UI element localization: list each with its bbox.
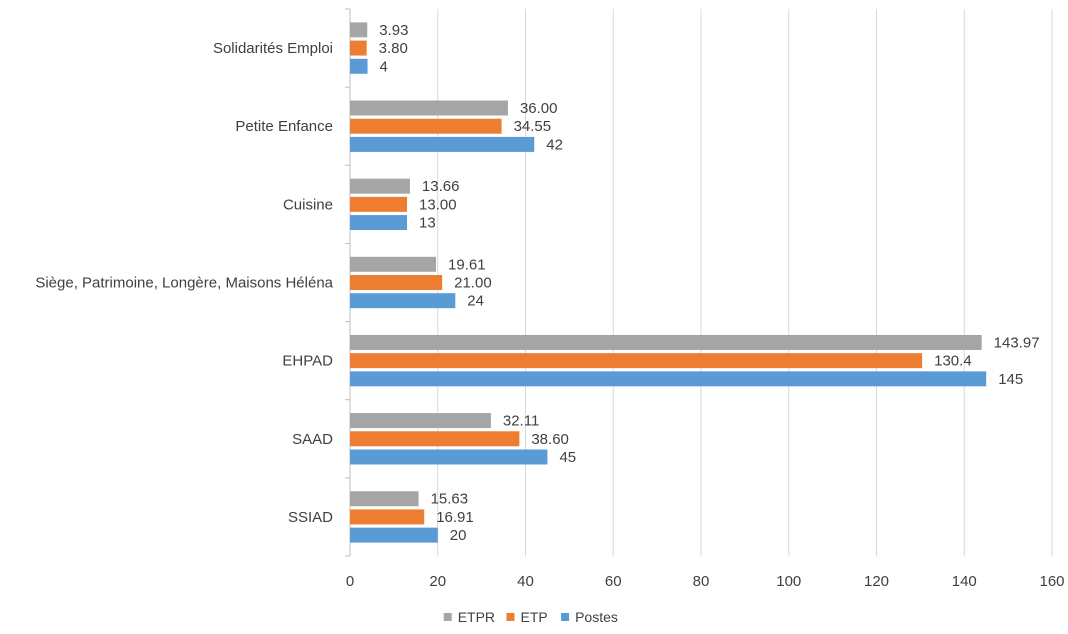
bar-etpr [350, 22, 367, 37]
data-label: 143.97 [994, 334, 1040, 351]
bar-etpr [350, 179, 410, 194]
x-tick-label: 140 [952, 573, 977, 590]
bar-etp [350, 197, 407, 212]
data-label: 4 [380, 58, 388, 75]
bar-etp [350, 41, 367, 56]
bar-postes [350, 293, 455, 308]
data-label: 38.60 [531, 431, 569, 448]
data-label: 19.61 [448, 256, 486, 273]
data-label: 3.93 [379, 22, 408, 39]
bar-postes [350, 215, 407, 230]
x-tick-label: 80 [693, 573, 710, 590]
data-label: 15.63 [431, 491, 469, 508]
data-label: 13.66 [422, 178, 460, 195]
data-label: 36.00 [520, 100, 558, 117]
legend-label-etp: ETP [521, 609, 548, 625]
x-tick-label: 20 [429, 573, 446, 590]
bar-etp [350, 275, 442, 290]
bar-etpr [350, 101, 508, 116]
category-label: SAAD [292, 431, 333, 448]
x-tick-label: 40 [517, 573, 534, 590]
x-tick-label: 120 [864, 573, 889, 590]
category-label: SSIAD [288, 509, 333, 526]
data-label: 145 [998, 371, 1023, 388]
legend-label-etpr: ETPR [458, 609, 495, 625]
category-label: Siège, Patrimoine, Longère, Maisons Hélé… [35, 275, 333, 292]
data-label: 13.00 [419, 196, 457, 213]
data-label: 45 [559, 449, 576, 466]
legend-swatch-postes [561, 613, 569, 621]
data-label: 42 [546, 136, 563, 153]
bar-postes [350, 528, 438, 543]
bar-etp [350, 353, 922, 368]
bar-postes [350, 137, 534, 152]
data-label: 16.91 [436, 509, 474, 526]
category-label: Solidarités Emploi [213, 40, 333, 57]
legend-swatch-etpr [444, 613, 452, 621]
legend-swatch-etp [507, 613, 515, 621]
bar-postes [350, 449, 547, 464]
bar-postes [350, 59, 368, 74]
data-label: 20 [450, 527, 467, 544]
data-label: 34.55 [514, 118, 552, 135]
data-label: 24 [467, 293, 484, 310]
bar-etpr [350, 257, 436, 272]
bar-etp [350, 119, 502, 134]
x-tick-label: 160 [1039, 573, 1064, 590]
bar-etpr [350, 491, 419, 506]
category-label: EHPAD [282, 353, 333, 370]
bar-etpr [350, 413, 491, 428]
data-label: 21.00 [454, 275, 492, 292]
data-label: 3.80 [379, 40, 408, 57]
data-label: 130.4 [934, 353, 972, 370]
data-label: 13 [419, 215, 436, 232]
x-tick-label: 100 [776, 573, 801, 590]
legend-label-postes: Postes [575, 609, 618, 625]
data-label: 32.11 [503, 413, 539, 430]
bar-postes [350, 371, 986, 386]
bar-etp [350, 431, 519, 446]
category-label: Cuisine [283, 196, 333, 213]
x-tick-label: 60 [605, 573, 622, 590]
x-tick-label: 0 [346, 573, 354, 590]
bar-etp [350, 509, 424, 524]
category-label: Petite Enfance [235, 118, 333, 135]
bar-etpr [350, 335, 982, 350]
